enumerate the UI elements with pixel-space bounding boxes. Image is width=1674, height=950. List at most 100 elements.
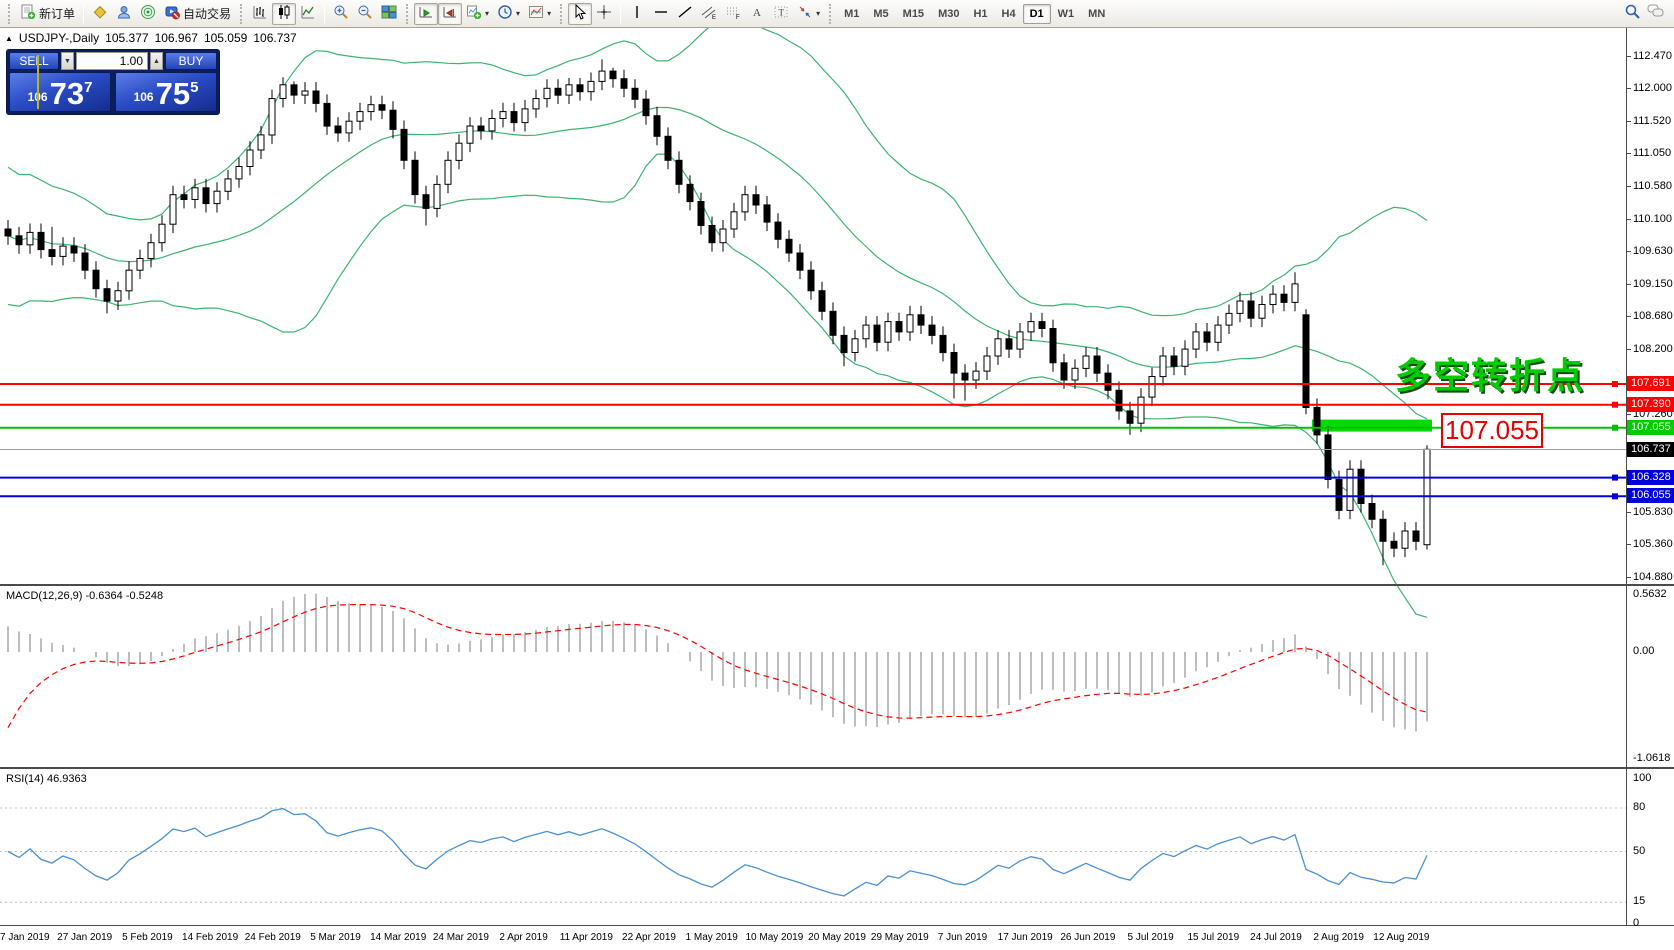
price-tick-label: 112.470 (1633, 50, 1672, 62)
candlestick-button[interactable] (272, 2, 297, 25)
macd-scale-label: -1.0618 (1633, 752, 1671, 765)
bar-chart-button[interactable] (248, 3, 272, 25)
text-button[interactable]: A (745, 3, 769, 25)
price-tick-mark (1626, 349, 1631, 351)
volume-input[interactable]: 1.00 (76, 52, 148, 70)
price-line-label: 106.055 (1627, 488, 1674, 504)
new-chart-button[interactable] (88, 3, 112, 25)
price-tick-label: 109.150 (1633, 277, 1673, 290)
sell-button[interactable]: SELL (9, 52, 59, 70)
one-click-trade-panel: SELL ▼ 1.00 ▲ BUY 106 73 7 106 75 5 (6, 49, 220, 115)
rsi-scale-label: 50 (1633, 844, 1646, 857)
periods-button[interactable]: ▾ (493, 3, 524, 25)
price-tick-label: 108.680 (1633, 310, 1673, 323)
date-axis-label: 1 May 2019 (685, 932, 738, 943)
auto-scroll-button[interactable] (414, 2, 439, 25)
sell-price-pips: 73 (49, 76, 85, 111)
price-tick-mark (1626, 544, 1631, 546)
volume-down-button[interactable]: ▼ (61, 52, 74, 70)
arrows-button[interactable]: ▾ (793, 3, 824, 25)
toolbar-separator (324, 3, 326, 24)
tile-windows-icon (381, 4, 397, 23)
chart-shift-button[interactable] (438, 2, 463, 25)
text-label-button[interactable]: T (769, 3, 793, 25)
tile-windows-button[interactable] (377, 3, 401, 25)
date-axis-label: 26 Jun 2019 (1060, 932, 1116, 943)
volume-up-button[interactable]: ▲ (150, 52, 163, 70)
date-axis-label: 24 Feb 2019 (244, 932, 301, 943)
auto-trading-button[interactable]: 自动交易 (160, 3, 235, 25)
symbol-header[interactable]: ▲ USDJPY-,Daily 105.377 106.967 105.059 … (5, 31, 297, 45)
auto-scroll-icon (418, 4, 434, 23)
cursor-button[interactable] (568, 2, 593, 25)
buy-button[interactable]: BUY (165, 52, 217, 70)
price-line-label: 107.691 (1627, 376, 1674, 392)
timeframe-h1[interactable]: H1 (973, 7, 988, 20)
indicators-button[interactable]: ▾ (462, 3, 493, 25)
timeframe-m30[interactable]: M30 (938, 7, 960, 20)
vertical-line-icon (629, 4, 645, 23)
timeframe-m15[interactable]: M15 (902, 7, 925, 20)
rsi-scale-label: 80 (1633, 801, 1646, 813)
templates-icon (528, 4, 544, 23)
zoom-out-button[interactable] (353, 3, 377, 25)
level-annotation-box[interactable]: 107.055 (1441, 413, 1543, 448)
horizontal-line-button[interactable] (649, 3, 673, 25)
buy-price-box[interactable]: 106 75 5 (115, 72, 217, 112)
price-tick-mark (1626, 56, 1631, 57)
zoom-in-button[interactable] (329, 3, 353, 25)
fibonacci-icon: F (725, 4, 741, 23)
chevron-down-icon: ▾ (816, 9, 821, 18)
sell-price-box[interactable]: 106 73 7 (9, 72, 111, 112)
svg-text:E: E (712, 15, 716, 20)
search-icon[interactable] (1624, 3, 1641, 25)
cursor-icon (572, 3, 588, 23)
date-axis-label: 14 Feb 2019 (182, 932, 239, 943)
price-tick-mark (1626, 153, 1631, 155)
timeframe-mn[interactable]: MN (1088, 7, 1106, 20)
toolbar-separator (83, 3, 85, 24)
channel-icon: E (701, 4, 717, 23)
line-chart-button[interactable] (296, 3, 320, 25)
price-tick-mark (1626, 121, 1631, 123)
profile-button[interactable] (112, 3, 136, 25)
templates-button[interactable]: ▾ (524, 3, 555, 25)
ohlc-open: 105.377 (105, 31, 149, 45)
collapse-triangle-icon[interactable]: ▲ (5, 33, 13, 43)
crosshair-button[interactable] (592, 3, 616, 25)
trendline-button[interactable] (673, 3, 697, 25)
timeframe-w1[interactable]: W1 (1057, 7, 1075, 20)
timeframe-m1[interactable]: M1 (844, 7, 860, 20)
timeframe-m5[interactable]: M5 (873, 7, 889, 20)
timeframe-d1[interactable]: D1 (1022, 3, 1051, 24)
buy-price-pips: 75 (155, 76, 191, 111)
date-axis[interactable] (0, 925, 1674, 950)
chevron-down-icon: ▾ (485, 9, 490, 18)
vertical-marker-line (37, 55, 39, 109)
date-axis-label: 20 May 2019 (808, 932, 867, 943)
chat-icon[interactable] (1647, 3, 1665, 24)
timeframe-h4[interactable]: H4 (1001, 7, 1016, 20)
equidistant-channel-button[interactable]: E (697, 3, 721, 25)
main-macd-separator[interactable] (0, 584, 1674, 586)
indicators-icon (466, 4, 482, 23)
vertical-line-button[interactable] (625, 3, 649, 25)
arrows-icon (797, 4, 813, 23)
price-tick-label: 110.580 (1633, 179, 1672, 192)
new-order-button[interactable]: 新订单 (16, 3, 79, 25)
candlestick-icon (276, 4, 292, 23)
macd-rsi-separator[interactable] (0, 767, 1674, 769)
price-tick-mark (1626, 576, 1631, 578)
date-axis-label: 24 Jul 2019 (1250, 932, 1302, 943)
price-tick-label: 108.200 (1633, 343, 1673, 356)
pivot-annotation[interactable]: 多空转折点 (1395, 355, 1586, 396)
date-axis-label: 2 Apr 2019 (499, 932, 548, 943)
signals-button[interactable] (136, 3, 160, 25)
fibonacci-button[interactable]: F (721, 3, 745, 25)
new-order-label: 新订单 (39, 7, 76, 21)
toolbar-grip (406, 3, 409, 24)
chevron-down-icon: ▾ (516, 9, 521, 18)
ohlc-close: 106.737 (253, 31, 297, 45)
price-tick-label: 111.520 (1633, 115, 1672, 128)
